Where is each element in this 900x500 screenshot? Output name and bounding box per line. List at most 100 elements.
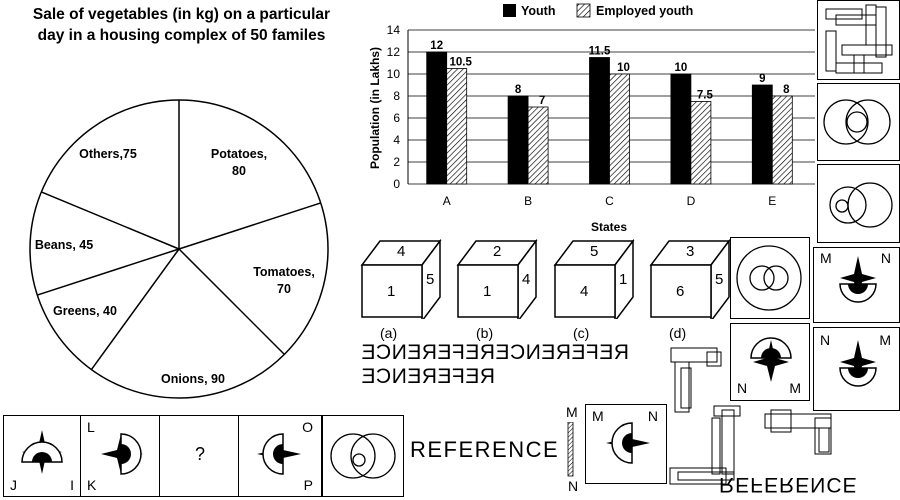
overlap-circles-icon — [823, 99, 891, 145]
series-box-3: ? — [159, 415, 241, 497]
cube-caption: (b) — [476, 325, 494, 341]
pie-divider-5 — [41, 191, 180, 250]
cube-icon — [649, 238, 731, 324]
bar-value-label: 10.5 — [450, 57, 473, 69]
star-dome-rotated-icon — [101, 433, 143, 475]
pie-label-greens: Greens, 40 — [53, 304, 117, 318]
missing-figure-mark: ? — [194, 444, 205, 464]
star-dome-icon — [839, 256, 877, 303]
cube-side-face: 4 — [522, 271, 531, 288]
star-dome-rotated-icon-3 — [606, 422, 650, 464]
bar-value-label: 11.5 — [589, 46, 611, 58]
bar-youth-D — [670, 73, 692, 185]
star-dome-rotated-icon-2 — [257, 433, 301, 475]
grid-pattern-figure — [817, 0, 900, 80]
cube-icon — [553, 238, 635, 324]
pie-chart-title: Sale of vegetables (in kg) on a particul… — [4, 4, 359, 46]
circles-figure-1 — [817, 83, 900, 161]
y-tick-label: 4 — [393, 133, 400, 147]
l-block-figure-3 — [764, 409, 832, 455]
pie-divider-3 — [90, 248, 180, 370]
cube-side-face: 5 — [715, 271, 724, 288]
answer-figure-c: N M — [813, 327, 900, 411]
series-box-4: O P — [238, 415, 322, 497]
reference-text-plain: REFERENCE — [410, 437, 560, 462]
cube-option-3[interactable]: 3 6 5 (d) — [649, 237, 741, 345]
y-tick-label: 6 — [393, 111, 400, 125]
nested-circles-icon — [829, 182, 893, 228]
cube-front-face: 1 — [483, 283, 492, 300]
bar-employed-E — [771, 95, 793, 185]
cube-top-face: 3 — [686, 243, 695, 260]
venn-circles-icon — [330, 433, 396, 479]
mirrored-reference-line2: REFERENCE — [361, 365, 496, 388]
mirror-question-figure: M N — [585, 404, 667, 484]
bar-chart: 0 2 4 6 8 10 12 14 12 10.5 A 8 7 B 11.5 10 C 10 7.5 D 9 8 E Y… — [368, 3, 815, 234]
target-circles-icon — [736, 245, 802, 311]
bar-employed-B — [527, 106, 549, 185]
mirror-line — [567, 422, 574, 477]
bar-value-label: 7 — [539, 95, 545, 107]
l-block-figure-1 — [670, 347, 722, 413]
y-axis-title: Population (in Lakhs) — [368, 47, 382, 169]
bar-youth-B — [507, 95, 529, 185]
legend-youth-swatch — [503, 4, 516, 17]
legend-employed-swatch — [576, 3, 591, 18]
y-tick-label: 8 — [393, 89, 400, 103]
x-tick-label: B — [524, 194, 532, 208]
legend-youth-label: Youth — [521, 4, 555, 18]
circles-figure-3 — [730, 237, 810, 319]
bar-employed-C — [609, 73, 630, 185]
mirrored-reference-line1: REFERENCEREFERENCE — [361, 341, 630, 364]
legend-employed-label: Employed youth — [596, 4, 693, 18]
x-tick-label: C — [605, 194, 614, 208]
pie-divider-2 — [178, 248, 285, 355]
cube-option-1[interactable]: 2 1 4 (b) — [456, 237, 548, 345]
x-tick-label: D — [687, 194, 696, 208]
grid-pattern-icon — [825, 4, 893, 74]
y-tick-label: 2 — [393, 155, 400, 169]
mirror-line-bottom-label: N — [568, 478, 579, 494]
pie-label-others: Others,75 — [79, 147, 137, 161]
circles-figure-2 — [817, 164, 900, 243]
x-tick-label: E — [768, 194, 776, 208]
answer-figure-a: M N — [813, 247, 900, 323]
bar-value-label: 7.5 — [697, 90, 714, 102]
answer-figure-b: N M — [730, 323, 810, 401]
bar-value-label: 12 — [430, 40, 443, 52]
bar-value-label: 8 — [783, 84, 790, 96]
cube-caption: (a) — [380, 325, 398, 341]
cube-side-face: 1 — [619, 271, 628, 288]
bar-employed-D — [690, 101, 712, 185]
cube-caption: (d) — [669, 325, 687, 341]
bar-youth-C — [589, 57, 610, 185]
bar-employed-A — [446, 68, 468, 185]
bar-value-label: 9 — [759, 73, 765, 85]
cube-top-face: 4 — [397, 243, 406, 260]
star-dome-icon-2 — [839, 340, 877, 387]
star-dome-icon-3 — [21, 430, 63, 474]
cube-icon — [456, 238, 538, 324]
pie-title-line2: day in a housing complex of 50 familes — [37, 27, 326, 44]
circles-figure-4 — [322, 415, 404, 497]
pie-label-onions: Onions, 90 — [161, 372, 225, 386]
pie-label-beans: Beans, 45 — [34, 238, 94, 252]
pie-label-tomatoes: Tomatoes, 70 — [253, 265, 315, 296]
x-tick-label: A — [443, 194, 451, 208]
pie-divider-1 — [178, 202, 321, 250]
cube-side-face: 5 — [426, 271, 435, 288]
y-tick-label: 14 — [387, 23, 401, 37]
y-tick-label: 12 — [387, 45, 401, 59]
x-axis-title: States — [591, 220, 627, 234]
series-box-2: L K — [80, 415, 162, 497]
pie-chart — [29, 99, 329, 399]
bar-value-label: 8 — [515, 84, 522, 96]
cube-top-face: 2 — [493, 243, 502, 260]
reference-text-flipped: REFERENCE — [719, 473, 858, 496]
cube-option-2[interactable]: 5 4 1 (c) — [553, 237, 645, 345]
y-tick-label: 0 — [393, 177, 400, 191]
cube-front-face: 1 — [387, 283, 396, 300]
cube-option-0[interactable]: 4 1 5 (a) — [360, 237, 452, 345]
cube-icon — [360, 238, 442, 324]
bar-youth-E — [751, 84, 773, 185]
